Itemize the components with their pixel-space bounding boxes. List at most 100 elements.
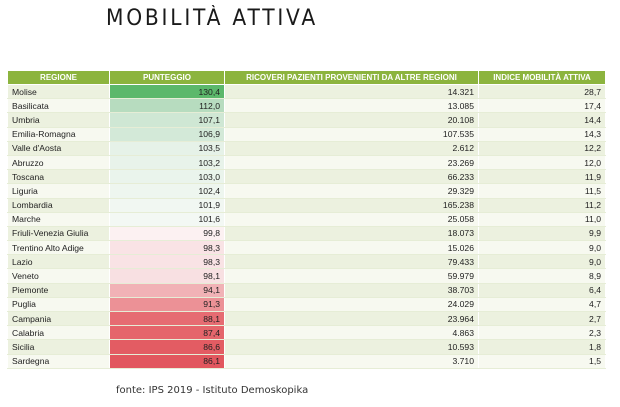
table-row: Liguria 102,4 29.329 11,5: [7, 183, 606, 199]
cell-ricoveri: 107.535: [224, 127, 479, 142]
cell-punteggio: 87,4: [109, 325, 225, 341]
cell-regione: Valle d'Aosta: [7, 141, 110, 156]
cell-ricoveri: 13.085: [224, 98, 479, 114]
cell-ricoveri: 66.233: [224, 169, 479, 185]
cell-regione: Molise: [7, 84, 110, 100]
table-row: Basilicata 112,0 13.085 17,4: [7, 98, 606, 114]
mobility-table: REGIONE PUNTEGGIO RICOVERI PAZIENTI PROV…: [7, 70, 606, 369]
cell-regione: Toscana: [7, 169, 110, 185]
cell-punteggio: 88,1: [109, 311, 225, 327]
cell-indice: 9,0: [478, 240, 606, 256]
cell-ricoveri: 23.964: [224, 311, 479, 327]
cell-indice: 11,5: [478, 183, 606, 199]
cell-ricoveri: 15.026: [224, 240, 479, 256]
page-title: MOBILITÀ ATTIVA: [106, 6, 318, 31]
cell-ricoveri: 24.029: [224, 297, 479, 313]
header-ricoveri: RICOVERI PAZIENTI PROVENIENTI DA ALTRE R…: [224, 70, 479, 85]
cell-indice: 14,4: [478, 112, 606, 128]
header-punteggio: PUNTEGGIO: [109, 70, 225, 85]
cell-punteggio: 101,6: [109, 212, 225, 227]
cell-punteggio: 103,0: [109, 169, 225, 185]
cell-regione: Sicilia: [7, 339, 110, 355]
cell-regione: Marche: [7, 212, 110, 227]
cell-indice: 2,7: [478, 311, 606, 327]
table-row: Emilia-Romagna 106,9 107.535 14,3: [7, 127, 606, 142]
table-row: Lazio 98,3 79.433 9,0: [7, 254, 606, 270]
cell-ricoveri: 20.108: [224, 112, 479, 128]
cell-indice: 12,0: [478, 155, 606, 171]
cell-regione: Lombardia: [7, 198, 110, 213]
cell-indice: 9,9: [478, 226, 606, 242]
cell-ricoveri: 10.593: [224, 339, 479, 355]
cell-punteggio: 112,0: [109, 98, 225, 114]
table-row: Abruzzo 103,2 23.269 12,0: [7, 155, 606, 171]
table-header-row: REGIONE PUNTEGGIO RICOVERI PAZIENTI PROV…: [7, 70, 606, 85]
cell-regione: Friuli-Venezia Giulia: [7, 226, 110, 242]
cell-regione: Abruzzo: [7, 155, 110, 171]
table-row: Puglia 91,3 24.029 4,7: [7, 297, 606, 313]
cell-regione: Sardegna: [7, 354, 110, 369]
cell-ricoveri: 29.329: [224, 183, 479, 199]
cell-indice: 28,7: [478, 84, 606, 100]
table-row: Marche 101,6 25.058 11,0: [7, 212, 606, 227]
header-indice: INDICE MOBILITÀ ATTIVA: [478, 70, 606, 85]
table-row: Lombardia 101,9 165.238 11,2: [7, 198, 606, 213]
cell-punteggio: 98,3: [109, 254, 225, 270]
cell-indice: 1,5: [478, 354, 606, 369]
cell-punteggio: 94,1: [109, 283, 225, 298]
cell-indice: 6,4: [478, 283, 606, 298]
table-row: Umbria 107,1 20.108 14,4: [7, 112, 606, 128]
header-regione: REGIONE: [7, 70, 110, 85]
cell-punteggio: 91,3: [109, 297, 225, 313]
table-row: Piemonte 94,1 38.703 6,4: [7, 283, 606, 298]
cell-indice: 1,8: [478, 339, 606, 355]
cell-regione: Piemonte: [7, 283, 110, 298]
cell-regione: Emilia-Romagna: [7, 127, 110, 142]
cell-regione: Umbria: [7, 112, 110, 128]
cell-indice: 14,3: [478, 127, 606, 142]
cell-punteggio: 98,1: [109, 268, 225, 284]
source-note: fonte: IPS 2019 - Istituto Demoskopika: [116, 385, 309, 396]
cell-regione: Liguria: [7, 183, 110, 199]
cell-ricoveri: 59.979: [224, 268, 479, 284]
cell-indice: 11,0: [478, 212, 606, 227]
cell-punteggio: 99,8: [109, 226, 225, 242]
table-row: Veneto 98,1 59.979 8,9: [7, 268, 606, 284]
cell-ricoveri: 165.238: [224, 198, 479, 213]
table-row: Valle d'Aosta 103,5 2.612 12,2: [7, 141, 606, 156]
cell-regione: Veneto: [7, 268, 110, 284]
cell-regione: Lazio: [7, 254, 110, 270]
cell-ricoveri: 4.863: [224, 325, 479, 341]
table-row: Sardegna 86,1 3.710 1,5: [7, 354, 606, 369]
cell-regione: Puglia: [7, 297, 110, 313]
cell-regione: Campania: [7, 311, 110, 327]
table-row: Molise 130,4 14.321 28,7: [7, 84, 606, 100]
cell-ricoveri: 25.058: [224, 212, 479, 227]
cell-punteggio: 103,2: [109, 155, 225, 171]
cell-indice: 11,9: [478, 169, 606, 185]
cell-regione: Basilicata: [7, 98, 110, 114]
cell-indice: 17,4: [478, 98, 606, 114]
cell-indice: 8,9: [478, 268, 606, 284]
cell-indice: 2,3: [478, 325, 606, 341]
cell-indice: 4,7: [478, 297, 606, 313]
cell-ricoveri: 38.703: [224, 283, 479, 298]
table-row: Friuli-Venezia Giulia 99,8 18.073 9,9: [7, 226, 606, 242]
cell-punteggio: 103,5: [109, 141, 225, 156]
cell-indice: 9,0: [478, 254, 606, 270]
cell-ricoveri: 79.433: [224, 254, 479, 270]
table-body: Molise 130,4 14.321 28,7 Basilicata 112,0 13.0…: [7, 84, 606, 369]
cell-indice: 11,2: [478, 198, 606, 213]
cell-punteggio: 106,9: [109, 127, 225, 142]
cell-ricoveri: 3.710: [224, 354, 479, 369]
table-row: Toscana 103,0 66.233 11,9: [7, 169, 606, 185]
table-row: Calabria 87,4 4.863 2,3: [7, 325, 606, 341]
cell-regione: Calabria: [7, 325, 110, 341]
cell-punteggio: 86,6: [109, 339, 225, 355]
cell-punteggio: 98,3: [109, 240, 225, 256]
cell-ricoveri: 14.321: [224, 84, 479, 100]
cell-punteggio: 102,4: [109, 183, 225, 199]
table-row: Trentino Alto Adige 98,3 15.026 9,0: [7, 240, 606, 256]
cell-ricoveri: 23.269: [224, 155, 479, 171]
cell-punteggio: 86,1: [109, 354, 225, 369]
